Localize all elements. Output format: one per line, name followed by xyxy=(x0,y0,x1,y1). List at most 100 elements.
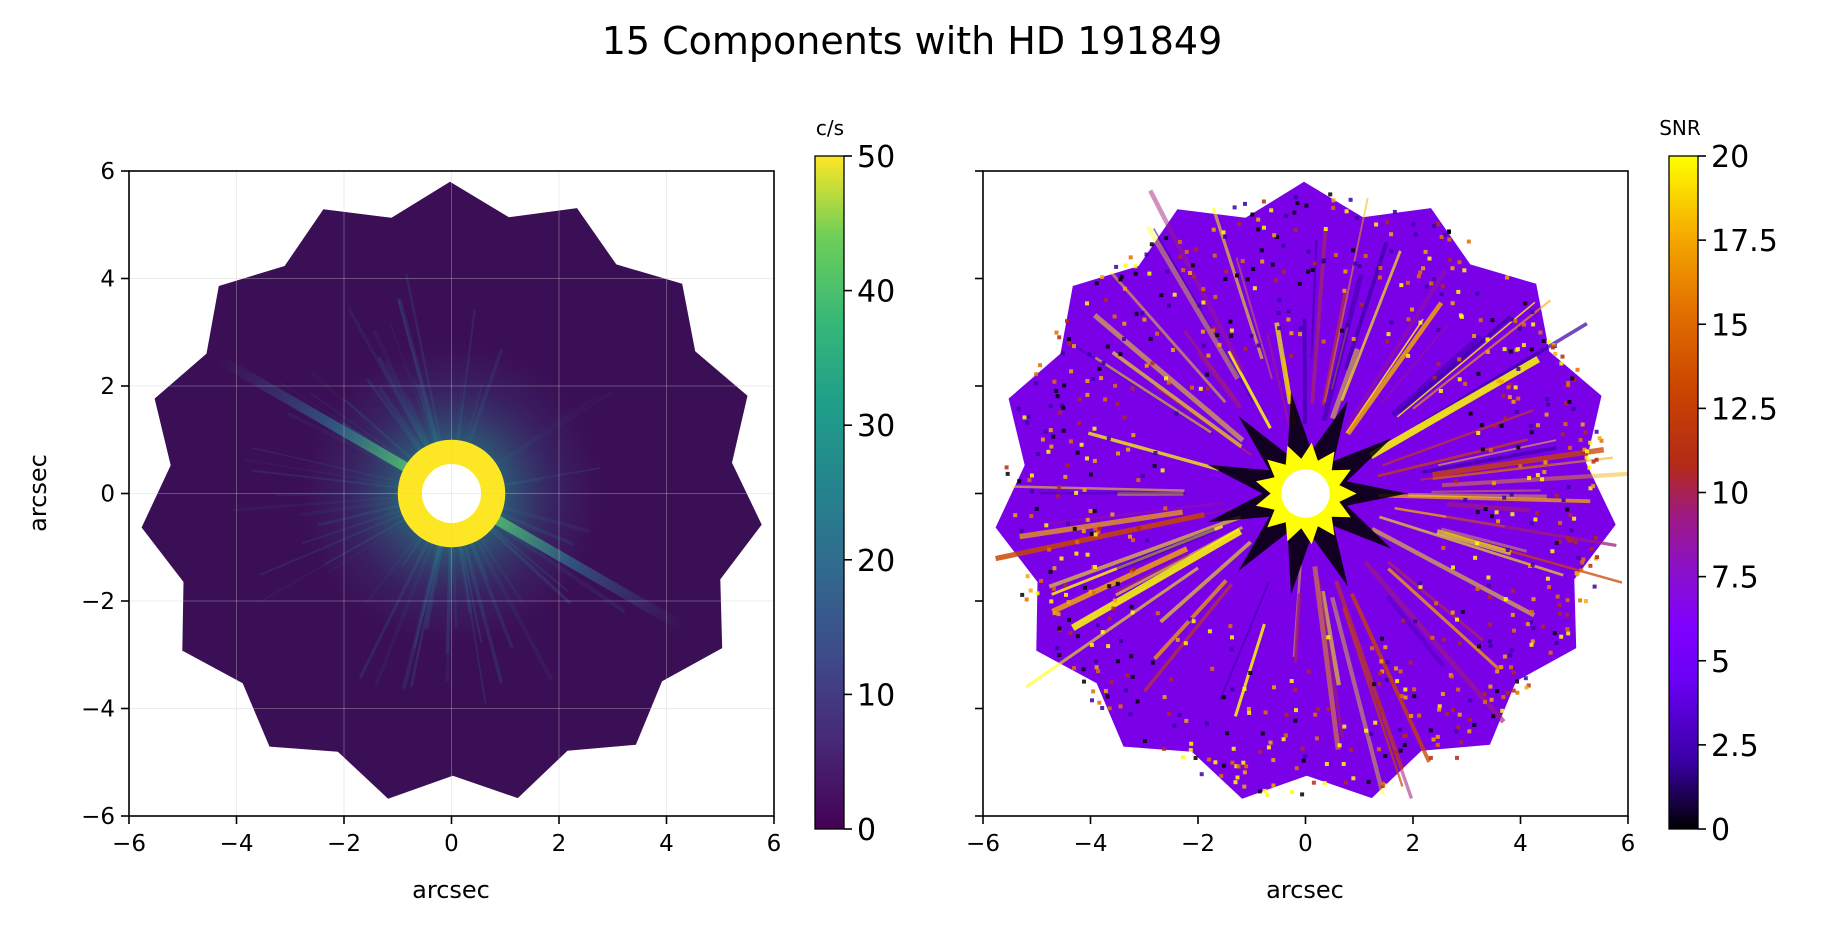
snr-streak xyxy=(1211,207,1264,360)
snr-noise-pixel xyxy=(1261,199,1266,204)
snr-noise-pixel xyxy=(1456,289,1461,294)
snr-noise-pixel xyxy=(1495,669,1500,674)
snr-streak xyxy=(1310,228,1328,404)
snr-noise-pixel xyxy=(1100,630,1105,634)
snr-noise-pixel xyxy=(1427,256,1432,261)
snr-noise-pixel xyxy=(1072,526,1077,531)
snr-streak xyxy=(1385,594,1446,668)
snr-noise-pixel xyxy=(1259,248,1264,253)
snr-noise-pixel xyxy=(1231,746,1236,751)
snr-noise-pixel xyxy=(1450,301,1455,306)
snr-streak xyxy=(1445,515,1617,548)
snr-noise-pixel xyxy=(1034,381,1039,386)
snr-noise-pixel xyxy=(1081,667,1086,672)
colorbar-tick-label: 40 xyxy=(857,275,895,310)
snr-noise-pixel xyxy=(1129,654,1134,659)
snr-noise-pixel xyxy=(1578,438,1583,442)
snr-noise-pixel xyxy=(1122,321,1127,326)
snr-noise-pixel xyxy=(1570,538,1575,543)
snr-noise-pixel xyxy=(1101,361,1106,366)
snr-noise-pixel xyxy=(1421,266,1426,271)
snr-noise-pixel xyxy=(1085,392,1090,397)
snr-noise-pixel xyxy=(1076,634,1080,639)
snr-noise-pixel xyxy=(1258,750,1263,754)
snr-noise-pixel xyxy=(1207,629,1212,634)
snr-streak xyxy=(1390,334,1483,418)
snr-noise-pixel xyxy=(1191,274,1196,279)
snr-noise-pixel xyxy=(1134,311,1139,316)
snr-noise-pixel xyxy=(1563,422,1568,427)
snr-noise-pixel xyxy=(1499,423,1504,428)
snr-noise-pixel xyxy=(1485,350,1490,354)
snr-streak xyxy=(1349,592,1431,763)
snr-noise-pixel xyxy=(1567,445,1572,450)
colorbar-tick-label: 10 xyxy=(857,678,895,713)
snr-noise-pixel xyxy=(1221,695,1226,700)
snr-noise-pixel xyxy=(1055,494,1060,499)
snr-noise-pixel xyxy=(1112,314,1117,319)
snr-noise-pixel xyxy=(1106,436,1111,441)
snr-noise-pixel xyxy=(1349,748,1354,752)
snr-noise-pixel xyxy=(1242,784,1247,789)
snr-noise-pixel xyxy=(1188,748,1193,753)
snr-noise-pixel xyxy=(1457,377,1462,382)
snr-noise-pixel xyxy=(1293,718,1298,723)
snr-noise-pixel xyxy=(1111,606,1116,611)
snr-noise-pixel xyxy=(1341,762,1346,766)
snr-noise-pixel xyxy=(1136,478,1141,483)
colorbar-tick-label: 7.5 xyxy=(1711,561,1759,596)
snr-noise-pixel xyxy=(1439,234,1444,239)
snr-noise-pixel xyxy=(1511,688,1516,693)
snr-noise-pixel xyxy=(1184,718,1189,723)
snr-noise-pixel xyxy=(1085,517,1090,522)
snr-streak xyxy=(1148,189,1245,372)
snr-noise-pixel xyxy=(1345,323,1350,328)
snr-streak xyxy=(1094,356,1212,434)
snr-noise-pixel xyxy=(1272,685,1276,690)
snr-noise-pixel xyxy=(1531,626,1536,631)
snr-noise-pixel xyxy=(1447,237,1452,242)
snr-noise-pixel xyxy=(1555,594,1560,599)
colorbar-tick-label: 15 xyxy=(1711,308,1749,343)
snr-noise-pixel xyxy=(1599,438,1604,443)
snr-noise-pixel xyxy=(1048,428,1053,433)
snr-noise-pixel xyxy=(1190,263,1195,268)
snr-noise-pixel xyxy=(1155,331,1160,336)
snr-noise-pixel xyxy=(1059,556,1064,561)
snr-noise-pixel xyxy=(1528,564,1533,568)
snr-noise-pixel xyxy=(1435,734,1440,739)
snr-noise-pixel xyxy=(1172,292,1177,297)
snr-noise-pixel xyxy=(1122,286,1127,291)
snr-noise-pixel xyxy=(1152,464,1157,468)
snr-noise-pixel xyxy=(1454,479,1458,483)
snr-noise-pixel xyxy=(1440,284,1445,289)
snr-noise-pixel xyxy=(1092,426,1097,431)
snr-noise-pixel xyxy=(1489,697,1494,702)
snr-noise-pixel xyxy=(1197,303,1202,308)
snr-noise-pixel xyxy=(1088,509,1093,513)
snr-noise-pixel xyxy=(1175,637,1180,642)
snr-noise-pixel xyxy=(1508,653,1513,658)
snr-noise-pixel xyxy=(1105,694,1110,699)
snr-noise-pixel xyxy=(1457,357,1462,362)
snr-noise-pixel xyxy=(1044,523,1049,528)
snr-streak xyxy=(1012,485,1185,492)
snr-noise-pixel xyxy=(1386,332,1391,337)
snr-noise-pixel xyxy=(1416,274,1421,279)
snr-noise-pixel xyxy=(1378,671,1383,676)
snr-noise-pixel xyxy=(1475,510,1480,515)
snr-noise-pixel xyxy=(1135,699,1140,704)
snr-noise-pixel xyxy=(1268,740,1273,745)
snr-noise-pixel xyxy=(1221,763,1226,768)
snr-noise-pixel xyxy=(1074,551,1079,556)
snr-noise-pixel xyxy=(1075,450,1080,455)
snr-streak xyxy=(1363,560,1506,724)
snr-noise-pixel xyxy=(1535,511,1540,516)
snr-noise-pixel xyxy=(1398,748,1403,753)
snr-noise-pixel xyxy=(1359,302,1364,307)
snr-streak xyxy=(1048,515,1242,589)
snr-noise-pixel xyxy=(1190,385,1194,390)
snr-noise-pixel xyxy=(1412,687,1417,692)
snr-noise-pixel xyxy=(1323,227,1328,231)
snr-noise-pixel xyxy=(1314,736,1319,741)
